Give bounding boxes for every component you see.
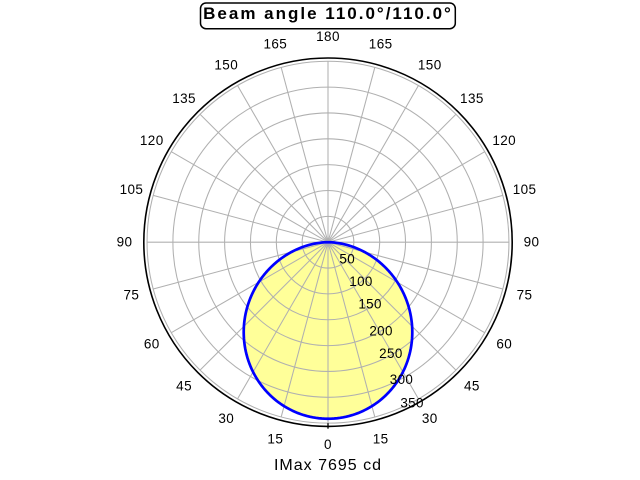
svg-text:45: 45 bbox=[464, 379, 480, 394]
svg-text:165: 165 bbox=[369, 36, 393, 51]
svg-text:0: 0 bbox=[324, 437, 332, 452]
svg-text:105: 105 bbox=[120, 182, 144, 197]
svg-text:15: 15 bbox=[267, 431, 283, 446]
svg-text:60: 60 bbox=[144, 336, 160, 351]
svg-text:50: 50 bbox=[339, 251, 355, 266]
svg-text:165: 165 bbox=[263, 36, 287, 51]
svg-text:180: 180 bbox=[316, 29, 340, 44]
svg-text:45: 45 bbox=[176, 379, 192, 394]
svg-text:150: 150 bbox=[214, 57, 238, 72]
svg-text:75: 75 bbox=[124, 287, 140, 302]
svg-text:120: 120 bbox=[140, 133, 164, 148]
svg-text:90: 90 bbox=[117, 235, 133, 250]
svg-text:150: 150 bbox=[418, 57, 442, 72]
svg-text:30: 30 bbox=[218, 411, 234, 426]
svg-text:150: 150 bbox=[358, 297, 382, 312]
svg-text:60: 60 bbox=[496, 336, 512, 351]
svg-text:250: 250 bbox=[379, 346, 403, 361]
svg-text:75: 75 bbox=[517, 287, 533, 302]
svg-text:350: 350 bbox=[400, 396, 424, 411]
svg-text:100: 100 bbox=[349, 274, 373, 289]
svg-text:30: 30 bbox=[422, 411, 438, 426]
svg-text:Beam angle 110.0°/110.0°: Beam angle 110.0°/110.0° bbox=[203, 4, 453, 23]
svg-text:200: 200 bbox=[369, 323, 393, 338]
svg-text:135: 135 bbox=[460, 91, 484, 106]
svg-text:135: 135 bbox=[172, 91, 196, 106]
svg-text:120: 120 bbox=[492, 133, 516, 148]
svg-text:IMax 7695 cd: IMax 7695 cd bbox=[274, 457, 382, 474]
svg-text:15: 15 bbox=[373, 431, 389, 446]
svg-text:90: 90 bbox=[524, 235, 540, 250]
svg-text:300: 300 bbox=[390, 372, 414, 387]
svg-text:105: 105 bbox=[513, 182, 537, 197]
